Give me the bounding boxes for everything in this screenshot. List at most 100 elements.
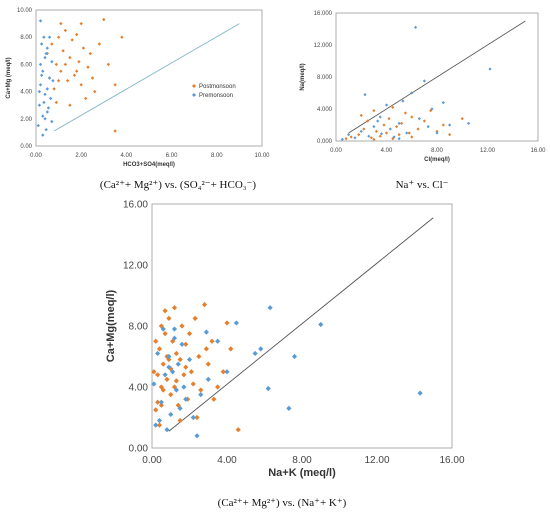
premonsoon-point <box>353 136 357 140</box>
premonsoon-point <box>166 353 172 360</box>
y-tick-label: 4.00 <box>20 90 32 96</box>
postmonsoon-point <box>391 137 395 141</box>
postmonsoon-point <box>190 381 196 387</box>
premonsoon-point <box>36 123 40 128</box>
postmonsoon-point <box>168 366 174 372</box>
postmonsoon-point <box>198 387 204 393</box>
premonsoon-point <box>397 137 401 141</box>
premonsoon-point <box>413 25 418 29</box>
postmonsoon-point <box>171 305 178 311</box>
x-tick-label: 4.00 <box>121 153 133 159</box>
postmonsoon-point <box>179 323 185 329</box>
premonsoon-point <box>405 131 409 135</box>
postmonsoon-point <box>183 364 189 370</box>
premonsoon-point <box>388 127 392 131</box>
reference-line <box>168 217 434 432</box>
x-tick-label: 0.00 <box>30 153 42 159</box>
postmonsoon-point <box>205 361 211 367</box>
postmonsoon-point <box>97 42 101 46</box>
y-tick-label: 6.00 <box>20 62 32 68</box>
postmonsoon-point <box>460 117 464 121</box>
postmonsoon-point <box>158 323 164 329</box>
postmonsoon-point <box>153 407 159 413</box>
y-tick-label: 2.00 <box>20 117 32 123</box>
postmonsoon-point <box>156 422 163 428</box>
chart-na-vs-cl: 0.00 4.00 8.00 12.00 16.00 0.000 4.000 8.000 12.… <box>300 11 546 163</box>
chart-ca-mg-vs-hco3-so4: 0.00 2.00 4.00 6.00 8.00 10.00 0.00 2.00 4.00 6.0… <box>6 8 270 168</box>
premonsoon-point <box>153 422 159 428</box>
premonsoon-point <box>168 411 174 418</box>
legend-label: Premonsoon <box>199 93 233 99</box>
postmonsoon-point <box>194 414 200 421</box>
postmonsoon-point <box>410 115 414 119</box>
premonsoon-point <box>426 125 430 129</box>
y-tick-label: 12.000 <box>314 43 333 49</box>
postmonsoon-point <box>158 384 164 390</box>
postmonsoon-point <box>170 338 176 344</box>
postmonsoon-point <box>88 51 92 56</box>
postmonsoon-point <box>448 133 452 137</box>
premonsoon-point <box>41 133 45 137</box>
y-tick-label: 8.000 <box>317 75 333 81</box>
premonsoon-point <box>50 119 54 124</box>
postmonsoon-point <box>106 62 111 67</box>
y-tick-label: 16.000 <box>314 11 333 17</box>
reference-line <box>348 20 526 134</box>
postmonsoon-point <box>162 308 168 314</box>
x-tick-label: 12.00 <box>364 455 389 466</box>
premonsoon-point <box>156 417 163 424</box>
postmonsoon-point <box>158 402 164 408</box>
premonsoon-point <box>198 392 204 398</box>
premonsoon-point <box>43 92 47 97</box>
premonsoon-point <box>291 353 298 360</box>
premonsoon-point <box>42 100 46 105</box>
y-tick-label: 8.00 <box>20 35 32 41</box>
premonsoon-point <box>359 129 363 133</box>
x-axis-label: HCO3+SO4(meq/l) <box>123 162 175 168</box>
postmonsoon-point <box>183 341 189 347</box>
premonsoon-point <box>38 62 43 67</box>
premonsoon-point <box>488 67 492 71</box>
premonsoon-point <box>318 321 324 328</box>
y-tick-label: 10.00 <box>17 8 33 14</box>
premonsoon-point <box>47 76 52 80</box>
premonsoon-point <box>164 427 170 433</box>
premonsoon-point <box>384 103 389 107</box>
premonsoon-point <box>160 326 166 332</box>
postmonsoon-point <box>372 137 376 141</box>
premonsoon-point <box>372 125 376 129</box>
postmonsoon-point <box>74 32 79 37</box>
postmonsoon-point <box>395 125 399 129</box>
premonsoon-point <box>378 115 382 119</box>
y-tick-label: 0.000 <box>317 139 333 145</box>
plot-area <box>151 203 453 449</box>
y-tick-label: 16.00 <box>123 199 148 210</box>
x-tick-label: 12.00 <box>480 148 496 154</box>
premonsoon-point <box>45 110 49 114</box>
postmonsoon-point <box>93 89 97 94</box>
premonsoon-point <box>347 133 351 137</box>
postmonsoon-point <box>63 62 68 67</box>
postmonsoon-point <box>188 369 194 375</box>
premonsoon-point <box>466 121 471 125</box>
premonsoon-point <box>42 35 46 39</box>
premonsoon-point <box>155 350 161 357</box>
postmonsoon-point <box>416 127 420 131</box>
postmonsoon-point <box>196 353 202 360</box>
postmonsoon-point <box>84 96 88 101</box>
premonsoon-point <box>224 369 230 375</box>
premonsoon-point <box>41 69 45 73</box>
postmonsoon-point <box>173 378 179 384</box>
chart3-caption: (Ca²⁺+ Mg²⁺) vs. (Na⁺+ K⁺) <box>217 497 347 509</box>
premonsoon-point <box>430 107 434 111</box>
postmonsoon-point <box>168 392 174 398</box>
postmonsoon-point <box>102 17 106 22</box>
postmonsoon-point <box>215 384 221 390</box>
x-tick-label: 6.00 <box>166 153 178 159</box>
premonsoon-point <box>162 372 168 378</box>
postmonsoon-point <box>391 105 395 109</box>
premonsoon-point <box>175 361 181 367</box>
x-axis-label: Na+K (meq/l) <box>268 467 336 479</box>
postmonsoon-point <box>77 59 81 64</box>
reference-line <box>53 23 240 132</box>
